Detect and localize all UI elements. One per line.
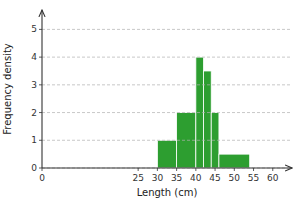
grid-line [42, 168, 292, 169]
chart: 02530354045505560012345Length (cm)Freque… [0, 0, 304, 202]
y-tick-label: 5 [31, 24, 37, 34]
x-tick [215, 168, 216, 171]
x-axis [42, 167, 292, 168]
grid-line [42, 57, 292, 58]
grid-line [42, 84, 292, 85]
x-tick [138, 168, 139, 171]
y-axis-label: Frequency density [2, 43, 13, 135]
y-tick [39, 112, 42, 113]
x-tick [42, 168, 43, 171]
y-axis [41, 10, 42, 168]
grid-line [42, 29, 292, 30]
x-tick-label: 60 [267, 173, 279, 183]
y-tick [39, 57, 42, 58]
bar [204, 71, 212, 168]
grid-line [42, 112, 292, 113]
bar [219, 154, 250, 168]
x-tick-label: 50 [229, 173, 241, 183]
y-tick [39, 140, 42, 141]
y-tick [39, 168, 42, 169]
x-tick [272, 168, 273, 171]
y-tick [39, 84, 42, 85]
x-tick-label: 35 [171, 173, 182, 183]
y-tick-label: 4 [31, 52, 37, 62]
y-tick-label: 0 [31, 163, 37, 173]
x-tick [176, 168, 177, 171]
x-tick [195, 168, 196, 171]
y-tick-label: 2 [31, 108, 37, 118]
x-tick-label: 0 [39, 173, 45, 183]
bar [157, 140, 176, 168]
x-tick-label: 30 [152, 173, 164, 183]
y-tick-label: 1 [31, 135, 37, 145]
x-tick [253, 168, 254, 171]
y-tick-label: 3 [31, 80, 37, 90]
x-tick-label: 40 [190, 173, 202, 183]
x-tick-label: 45 [209, 173, 220, 183]
y-tick [39, 29, 42, 30]
x-tick [234, 168, 235, 171]
x-tick-label: 25 [132, 173, 143, 183]
x-tick-label: 55 [248, 173, 259, 183]
x-axis-label: Length (cm) [137, 187, 198, 198]
grid-line [42, 140, 292, 141]
x-tick [157, 168, 158, 171]
